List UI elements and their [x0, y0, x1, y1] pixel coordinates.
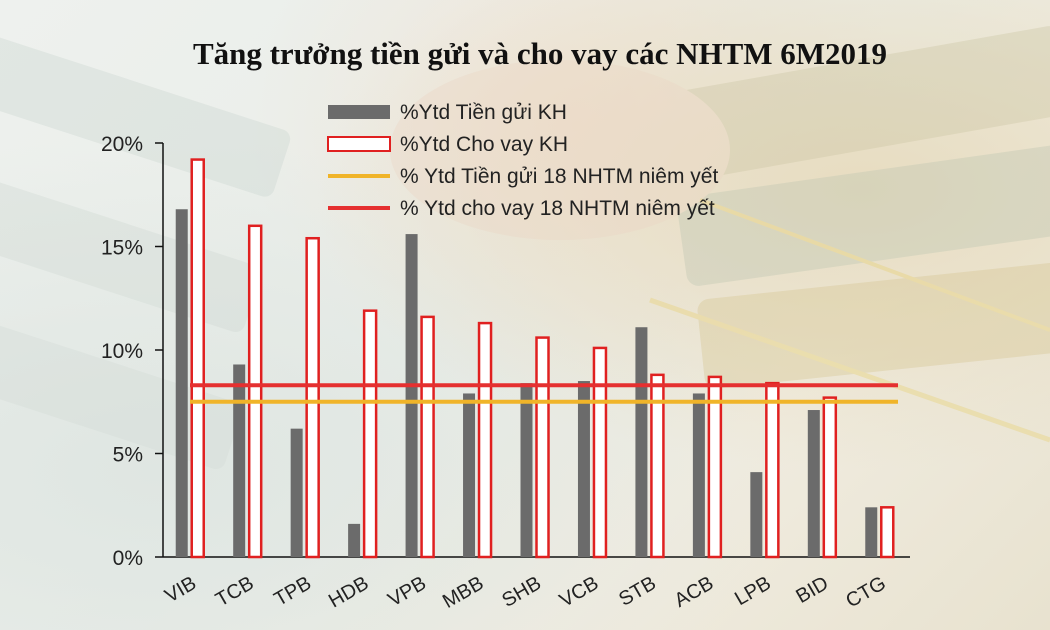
loan-bar [247, 224, 263, 559]
y-tick-label: 15% [101, 237, 143, 260]
deposit-bar [290, 428, 303, 557]
x-tick-label: STB [615, 572, 660, 611]
y-tick-label: 20% [101, 133, 143, 156]
legend-label: % Ytd cho vay 18 NHTM niêm yết [400, 197, 715, 220]
x-tick-label: HDB [325, 572, 373, 612]
y-tick-label: 10% [101, 340, 143, 363]
x-tick-label: BID [792, 572, 832, 608]
reference-lines [190, 383, 898, 404]
legend-label: %Ytd Tiền gửi KH [400, 101, 567, 124]
x-tick-label: MBB [439, 572, 488, 613]
x-tick-label: VIB [161, 572, 200, 607]
y-tick-label: 0% [113, 547, 143, 570]
loan-bar [362, 309, 378, 559]
x-tick-label: CTG [842, 572, 890, 612]
loan-bar [305, 236, 320, 559]
legend-label: % Ytd Tiền gửi 18 NHTM niêm yết [400, 165, 718, 188]
chart-title: Tăng trưởng tiền gửi và cho vay các NHTM… [193, 36, 887, 71]
deposit-bar [175, 209, 188, 558]
bars [175, 158, 895, 559]
deposit-bar [692, 393, 705, 557]
loan-bar [765, 381, 780, 559]
loan-bar [822, 396, 838, 559]
deposit-bar [635, 327, 648, 557]
loan-bar [190, 158, 205, 559]
deposit-bar [577, 381, 590, 557]
x-axis-labels: VIB TCB TPB HDB VPB MBB SHB VCB STB ACB LPB BID CTG [161, 572, 889, 613]
x-tick-label: VCB [556, 572, 603, 612]
deposit-bar [463, 393, 476, 557]
deposit-bar [750, 472, 763, 557]
y-tick-label: 5% [113, 444, 143, 467]
legend-label: %Ytd Cho vay KH [400, 133, 568, 156]
loan-bar [880, 506, 895, 559]
deposit-bar [865, 507, 878, 557]
loan-bar [650, 373, 665, 559]
loan-bar [535, 336, 550, 559]
x-tick-label: VPB [384, 572, 430, 611]
loan-bar [420, 315, 435, 559]
deposit-bar [520, 383, 533, 557]
deposit-bar [807, 410, 820, 557]
x-tick-label: TPB [270, 572, 315, 611]
x-tick-label: SHB [498, 572, 545, 612]
deposit-bar [348, 523, 361, 557]
x-tick-label: LPB [731, 572, 775, 610]
loan-bar [592, 346, 608, 559]
legend-swatch [328, 105, 390, 119]
legend-swatch [327, 136, 391, 152]
deposit-bar [405, 234, 418, 557]
legend: %Ytd Tiền gửi KH %Ytd Cho vay KH % Ytd Tiề… [327, 101, 718, 220]
deposit-bar [233, 364, 246, 557]
loan-bar [477, 321, 493, 559]
loan-bar [707, 375, 723, 559]
x-tick-label: TCB [212, 572, 258, 611]
x-tick-label: ACB [671, 572, 718, 612]
